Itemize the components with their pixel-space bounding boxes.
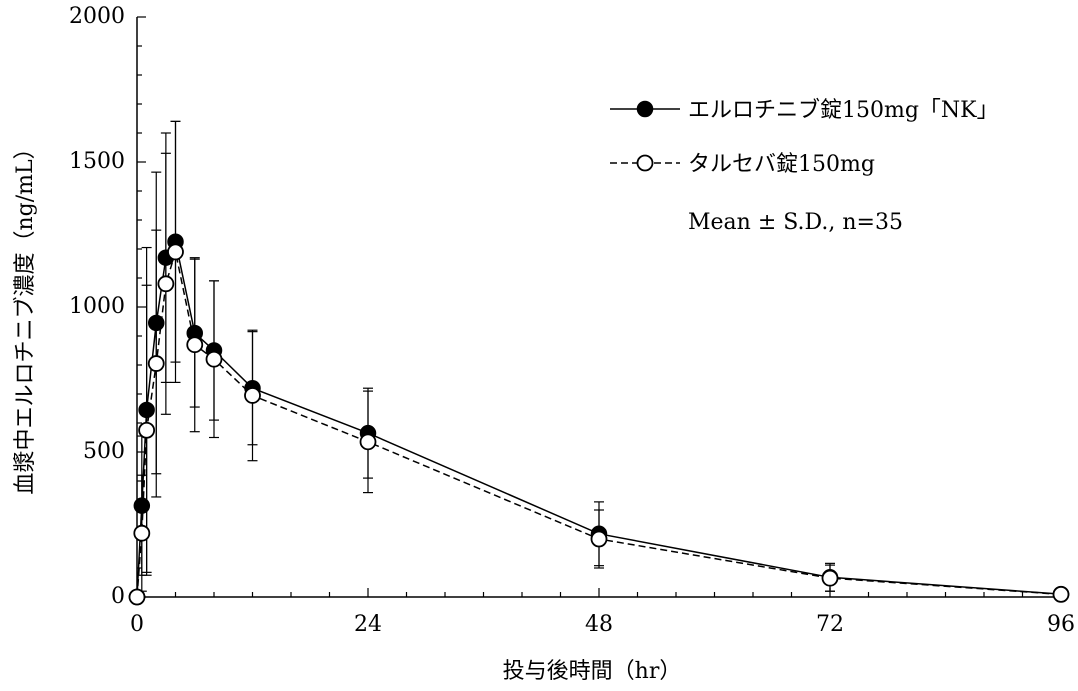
data-point-1 xyxy=(148,314,165,332)
data-point-2 xyxy=(133,524,151,542)
y-tick-label: 0 xyxy=(111,584,125,609)
x-tick-label: 72 xyxy=(816,612,844,637)
error-bars xyxy=(136,120,1066,598)
data-point-2 xyxy=(147,355,165,372)
data-point-2 xyxy=(138,421,156,439)
x-tick-label: 0 xyxy=(130,612,144,637)
x-tick-label: 96 xyxy=(1047,612,1075,637)
y-tick-label: 500 xyxy=(83,439,125,464)
data-point-2 xyxy=(590,530,608,548)
data-point-2 xyxy=(167,243,184,261)
x-tick-label: 48 xyxy=(585,612,613,637)
data-point-1 xyxy=(133,497,151,514)
data-point-2 xyxy=(1052,585,1070,603)
y-tick-label: 2000 xyxy=(69,4,125,29)
legend: エルロチニブ錠150mg「NK」 タルセバ錠150mg Mean ± S.D.,… xyxy=(610,98,999,235)
series-markers xyxy=(128,233,1070,606)
y-tick-label: 1500 xyxy=(69,149,125,174)
legend-label-2: タルセバ錠150mg xyxy=(688,152,875,177)
y-axis-title: 血漿中エルロチニブ濃度（ng/mL） xyxy=(13,137,38,494)
y-tick-label: 1000 xyxy=(69,294,125,319)
legend-label-1: エルロチニブ錠150mg「NK」 xyxy=(688,98,999,123)
x-tick-label: 24 xyxy=(354,612,382,637)
data-point-2 xyxy=(359,433,377,451)
data-point-2 xyxy=(186,336,204,354)
legend-entry-2: タルセバ錠150mg xyxy=(610,152,875,177)
legend-marker-2 xyxy=(636,154,654,172)
data-point-2 xyxy=(128,588,146,606)
legend-entry-1: エルロチニブ錠150mg「NK」 xyxy=(610,98,999,123)
data-point-2 xyxy=(205,350,223,368)
axes: 0 500 1000 1500 2000 0 24 48 72 96 xyxy=(69,4,1075,637)
data-point-2 xyxy=(157,275,175,293)
legend-marker-1 xyxy=(636,100,654,118)
data-point-2 xyxy=(821,569,839,587)
data-point-1 xyxy=(138,401,155,419)
stats-note: Mean ± S.D., n=35 xyxy=(688,210,903,235)
data-point-2 xyxy=(244,387,261,404)
x-axis-title: 投与後時間（hr） xyxy=(503,659,682,684)
